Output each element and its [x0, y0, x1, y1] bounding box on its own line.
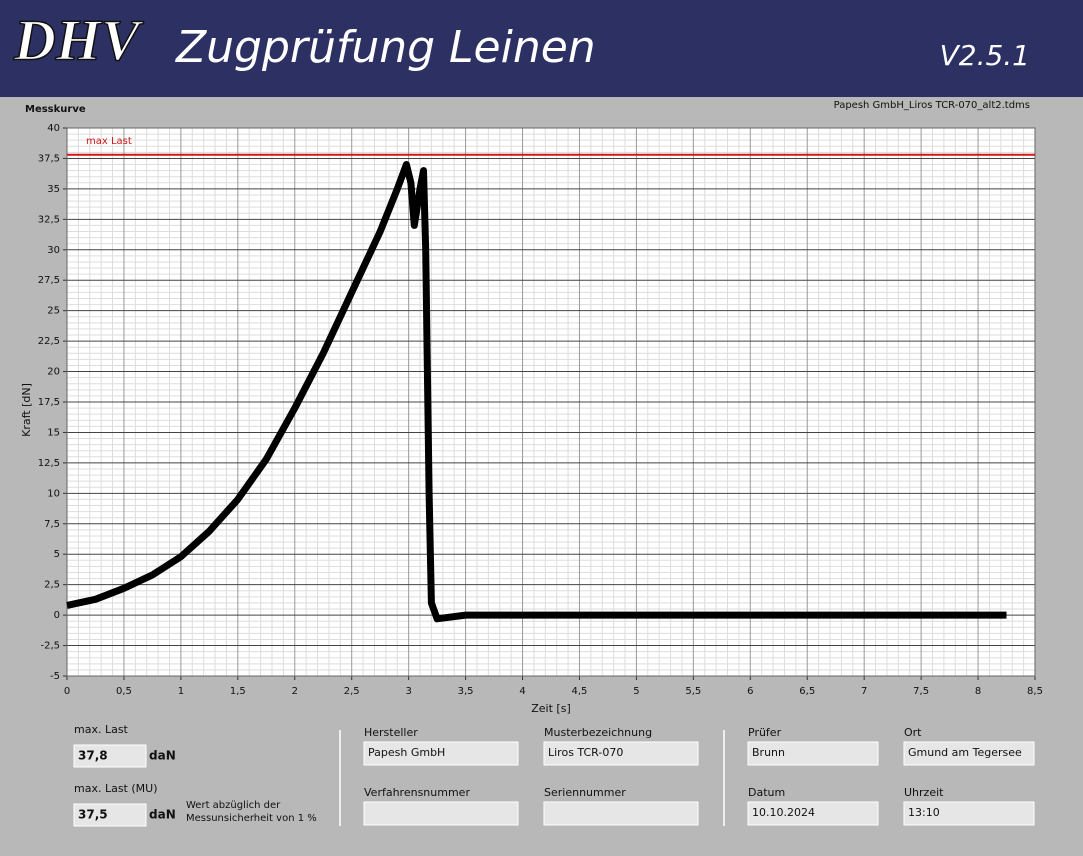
header-bar [0, 0, 1083, 97]
x-tick-label: 8,5 [1027, 686, 1043, 697]
field-box [363, 801, 519, 826]
version: V2.5.1 [940, 39, 1030, 72]
field-label: Verfahrensnummer [364, 786, 470, 799]
field-label: Seriennummer [544, 786, 626, 799]
field-box [543, 741, 699, 766]
result-field [73, 744, 147, 768]
y-tick-label: 27,5 [38, 275, 60, 286]
result-value: 37,8 [78, 749, 108, 763]
y-tick-label: 25 [47, 306, 60, 317]
field-box [903, 741, 1035, 766]
field-label: Prüfer [748, 726, 782, 739]
y-tick-label: 22,5 [38, 336, 60, 347]
y-tick-label: -5 [50, 671, 60, 682]
result-note: Wert abzüglich der [186, 800, 281, 811]
x-tick-label: 7,5 [913, 686, 929, 697]
plot-border [66, 127, 1036, 677]
y-tick-label: 2,5 [44, 580, 60, 591]
result-label: max. Last (MU) [74, 782, 158, 795]
x-tick-label: 5 [633, 686, 639, 697]
field-label: Uhrzeit [904, 786, 944, 799]
field-label: Ort [904, 726, 922, 739]
x-tick-label: 5,5 [685, 686, 701, 697]
field-value: Gmund am Tegersee [908, 746, 1022, 759]
x-tick-label: 1 [178, 686, 184, 697]
x-tick-label: 8 [975, 686, 981, 697]
result-value: 37,5 [78, 808, 108, 822]
result-unit: daN [149, 749, 176, 763]
data-line [66, 161, 1007, 623]
field-label: Musterbezeichnung [544, 726, 652, 739]
y-tick-label: 35 [47, 184, 60, 195]
reference-label: max Last [86, 136, 132, 147]
y-tick-label: 10 [47, 488, 60, 499]
y-tick-label: 7,5 [44, 519, 60, 530]
field-value: Liros TCR-070 [548, 746, 623, 759]
x-tick-label: 4,5 [572, 686, 588, 697]
y-tick-label: 12,5 [38, 458, 60, 469]
field-box [363, 741, 519, 766]
field-box [747, 801, 879, 826]
x-tick-label: 1,5 [230, 686, 246, 697]
y-axis-label: Kraft [dN] [20, 383, 33, 437]
field-value: Brunn [752, 746, 785, 759]
y-tick-label: 37,5 [38, 153, 60, 164]
result-label: max. Last [74, 723, 129, 736]
field-box [543, 801, 699, 826]
x-tick-label: 6 [747, 686, 753, 697]
x-tick-label: 7 [861, 686, 867, 697]
app-title: Zugprüfung Leinen [175, 22, 596, 73]
field-value: Papesh GmbH [368, 746, 445, 759]
result-field [73, 803, 147, 827]
y-tick-label: -2,5 [40, 641, 60, 652]
y-tick-label: 5 [54, 549, 60, 560]
field-value: 10.10.2024 [752, 806, 815, 819]
x-tick-label: 3 [405, 686, 411, 697]
logo: DHV [13, 7, 144, 72]
chart-title: Messkurve [25, 104, 86, 115]
field-box [903, 801, 1035, 826]
y-tick-label: 15 [47, 427, 60, 438]
field-label: Hersteller [364, 726, 418, 739]
field-value: 13:10 [908, 806, 940, 819]
result-unit: daN [149, 808, 176, 822]
y-tick-label: 0 [54, 610, 60, 621]
x-tick-label: 2,5 [344, 686, 360, 697]
y-tick-label: 40 [47, 123, 60, 134]
field-box [747, 741, 879, 766]
field-label: Datum [748, 786, 785, 799]
x-tick-label: 0,5 [116, 686, 132, 697]
x-tick-label: 3,5 [458, 686, 474, 697]
y-tick-label: 30 [47, 245, 60, 256]
result-note: Messunsicherheit von 1 % [186, 813, 317, 824]
x-tick-label: 4 [519, 686, 525, 697]
x-tick-label: 6,5 [799, 686, 815, 697]
y-tick-label: 20 [47, 367, 60, 378]
y-tick-label: 32,5 [38, 214, 60, 225]
x-tick-label: 0 [64, 686, 70, 697]
file-name: Papesh GmbH_Liros TCR-070_alt2.tdms [834, 100, 1030, 111]
x-tick-label: 2 [292, 686, 298, 697]
x-axis-label: Zeit [s] [531, 702, 570, 715]
y-tick-label: 17,5 [38, 397, 60, 408]
